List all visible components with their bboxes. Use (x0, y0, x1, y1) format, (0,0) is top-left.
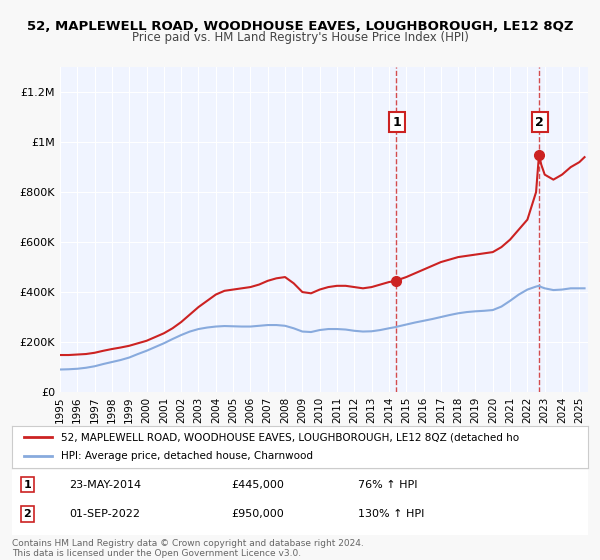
Text: 130% ↑ HPI: 130% ↑ HPI (358, 509, 424, 519)
Text: 01-SEP-2022: 01-SEP-2022 (70, 509, 140, 519)
Text: HPI: Average price, detached house, Charnwood: HPI: Average price, detached house, Char… (61, 451, 313, 461)
Text: £445,000: £445,000 (231, 479, 284, 489)
Text: 76% ↑ HPI: 76% ↑ HPI (358, 479, 417, 489)
Text: Contains HM Land Registry data © Crown copyright and database right 2024.
This d: Contains HM Land Registry data © Crown c… (12, 539, 364, 558)
Text: Price paid vs. HM Land Registry's House Price Index (HPI): Price paid vs. HM Land Registry's House … (131, 31, 469, 44)
Text: 52, MAPLEWELL ROAD, WOODHOUSE EAVES, LOUGHBOROUGH, LE12 8QZ: 52, MAPLEWELL ROAD, WOODHOUSE EAVES, LOU… (27, 20, 573, 32)
Text: 2: 2 (23, 509, 31, 519)
Text: 52, MAPLEWELL ROAD, WOODHOUSE EAVES, LOUGHBOROUGH, LE12 8QZ (detached ho: 52, MAPLEWELL ROAD, WOODHOUSE EAVES, LOU… (61, 432, 519, 442)
Text: 23-MAY-2014: 23-MAY-2014 (70, 479, 142, 489)
Text: 1: 1 (392, 116, 401, 129)
Text: 1: 1 (23, 479, 31, 489)
Text: £950,000: £950,000 (231, 509, 284, 519)
Text: 2: 2 (535, 116, 544, 129)
